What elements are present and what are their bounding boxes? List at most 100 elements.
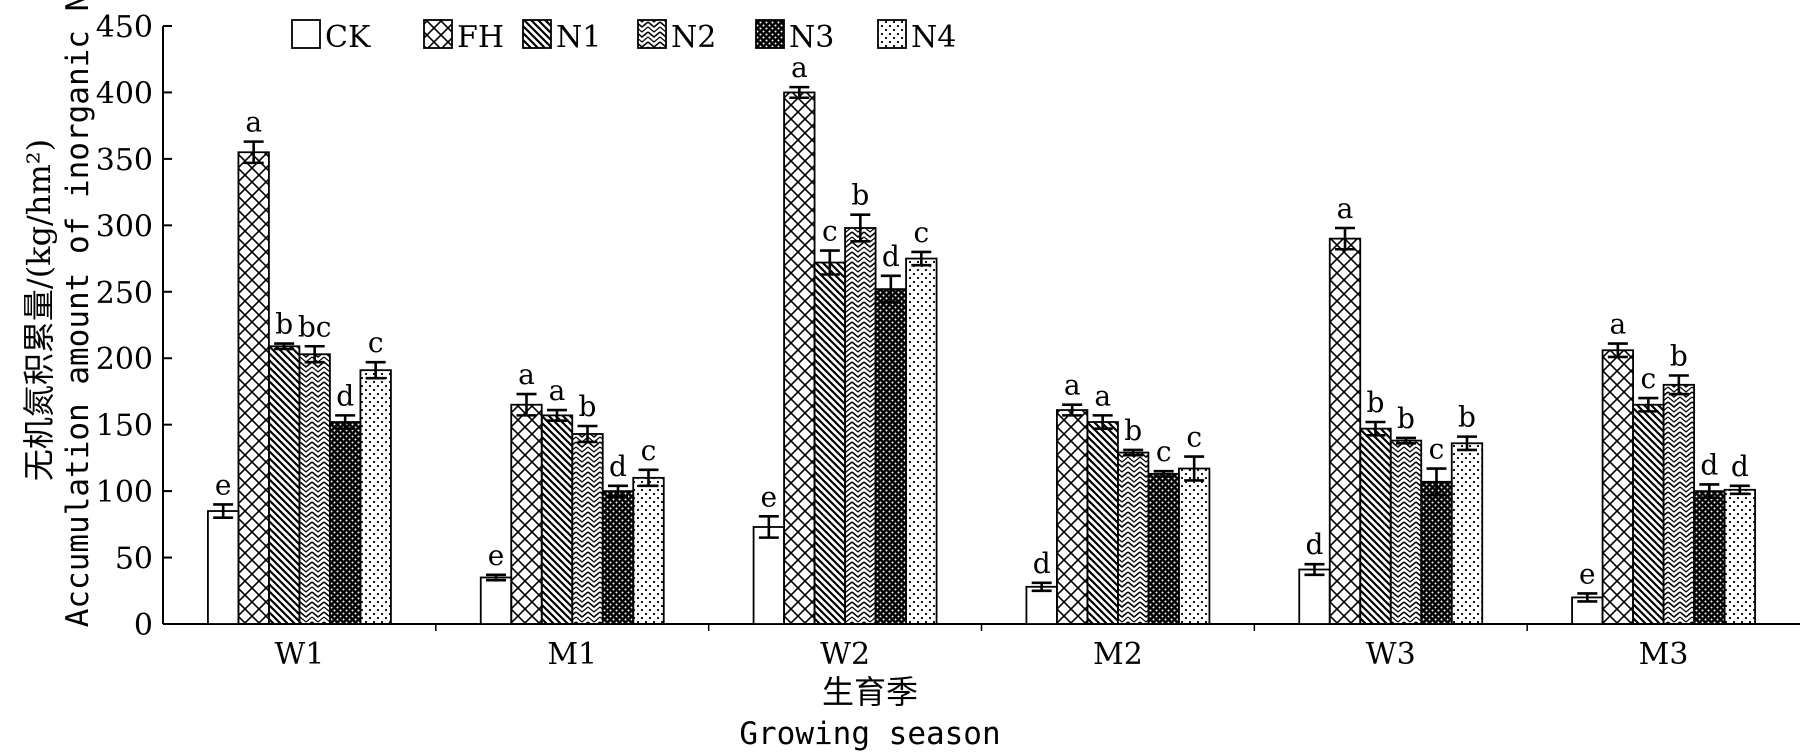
legend-swatch [291,19,321,49]
legend-label: N3 [789,20,834,55]
legend-swatch [755,19,785,49]
significance-label: c [1186,421,1202,454]
significance-label: b [1124,414,1142,447]
legend-label: FH [457,20,504,55]
bar [813,261,846,625]
error-bar [274,342,295,351]
bar [1298,568,1331,625]
y-tick-label: 100 [96,475,153,510]
legend-swatch [637,19,667,49]
bar [1147,472,1180,625]
significance-label: bc [298,310,332,343]
legend-label: N4 [911,20,956,55]
legend-label: N1 [556,20,601,55]
significance-label: d [336,379,354,412]
significance-label: d [609,450,627,483]
y-axis-title-en: Accumulation amount of inorganic N [60,0,96,627]
significance-label: a [1094,379,1111,412]
y-axis-title-cn: 无机氮积累量/(kg/hm²) [20,139,58,481]
error-bar [1396,436,1416,445]
bar [359,369,392,625]
error-bar [1365,420,1386,437]
bar [752,526,785,625]
bar [268,345,301,625]
y-tick-label: 150 [96,409,153,444]
error-bar [1031,581,1052,593]
bar [1056,409,1089,625]
error-bar [213,503,234,519]
significance-label: e [1579,557,1596,590]
significance-label: c [368,326,384,359]
y-ticks: 0 50 100 150 200 250 300 350 400 450 [96,10,172,643]
x-tick-label: M2 [1093,637,1143,672]
legend-swatch [877,19,907,49]
x-ticks: W1 M1 W2 M2 W3 M3 [274,624,1688,672]
error-bar [1668,374,1689,396]
bar [571,433,604,625]
significance-label: c [1156,435,1172,468]
y-tick-label: 450 [96,10,153,45]
y-tick-label: 250 [96,276,153,311]
y-tick-label: 350 [96,143,153,178]
bar [237,151,270,625]
bar [1328,237,1362,625]
significance-label: e [488,539,505,572]
axes [162,26,1800,625]
error-bar [243,140,264,165]
legend-label: N2 [671,20,716,55]
significance-label: d [1731,450,1749,483]
bar [298,353,331,625]
y-tick-label: 400 [96,76,153,111]
bar [540,414,574,625]
legend: CK FH N1 N2 N3 N4 [291,19,956,55]
error-bar [1457,435,1477,452]
x-axis-title-cn: 生育季 [822,673,918,711]
error-bar [850,213,871,243]
legend-swatch [522,19,552,49]
bar [510,403,543,625]
bar [329,421,362,625]
significance-label: c [1640,362,1656,395]
error-bar [911,250,932,267]
bar [1632,403,1665,625]
bar [783,91,816,625]
error-bar [1153,469,1174,478]
bar [1420,480,1453,625]
error-bar [608,484,628,498]
significance-label: c [913,216,929,249]
error-bar [880,274,901,304]
error-bar [1123,448,1144,457]
bar [479,576,513,625]
bar [1450,442,1484,625]
significance-label: c [1429,433,1445,466]
error-bar [1184,455,1205,482]
significance-label: a [1064,369,1081,402]
legend-swatch [423,19,453,49]
x-axis-title-en: Growing season [739,716,1000,752]
significance-label: b [1367,386,1385,419]
error-bar [304,344,325,364]
error-bar [1729,484,1750,496]
error-bar [365,360,386,380]
bar [905,257,938,625]
error-bar [577,424,598,444]
bar [1025,585,1058,625]
error-bar [1577,592,1598,603]
y-tick-label: 50 [115,542,153,577]
x-tick-label: M3 [1639,637,1689,672]
bar [1117,451,1150,625]
y-tick-label: 200 [96,342,153,377]
x-tick-label: M1 [547,637,597,672]
significance-label: b [851,179,869,212]
bar [874,288,907,625]
significance-label: d [1700,448,1718,481]
significance-label: a [791,51,808,84]
bar [1086,421,1119,625]
significance-label: a [1337,192,1354,225]
error-bar [1335,226,1355,251]
x-tick-label: W2 [820,637,870,672]
bar [1389,439,1423,625]
significance-label: b [1458,401,1476,434]
